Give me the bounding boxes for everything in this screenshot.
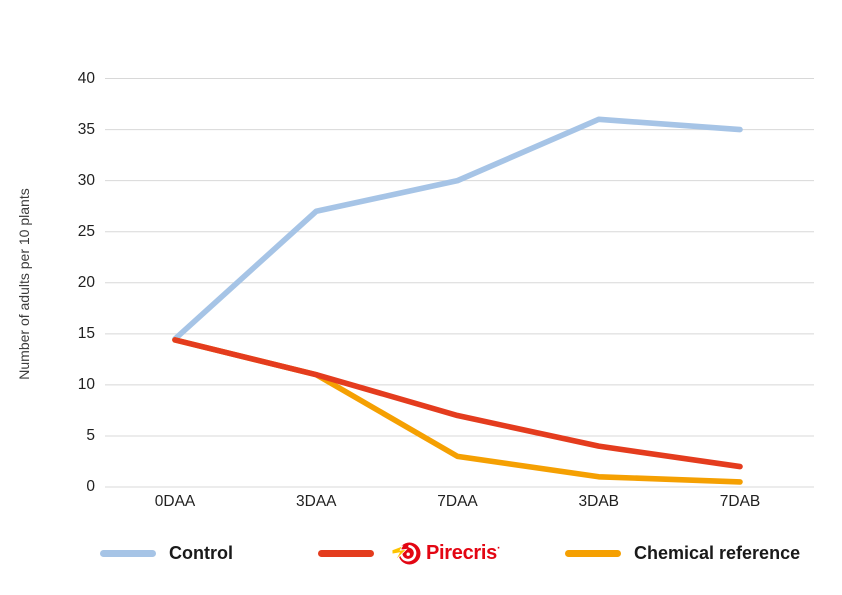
y-tick-label: 25 xyxy=(77,222,95,240)
y-tick-label: 35 xyxy=(77,120,95,138)
legend-label-chemical-reference: Chemical reference xyxy=(634,542,801,563)
y-tick-label: 40 xyxy=(77,69,95,87)
series-line-control xyxy=(172,116,743,342)
y-tick-label: 5 xyxy=(86,426,95,444)
series-line-pirecris xyxy=(172,337,743,470)
control-line-swatch xyxy=(100,549,156,557)
y-tick-label: 30 xyxy=(77,171,95,189)
legend-label-control: Control xyxy=(169,542,233,563)
legend-item-pirecris: Pirecris· xyxy=(318,538,501,568)
chemical-reference-line-swatch xyxy=(565,549,621,557)
y-tick-label: 15 xyxy=(77,324,95,342)
x-tick-label: 3DAB xyxy=(578,493,620,510)
y-tick-label: 10 xyxy=(77,375,95,393)
x-tick-label: 0DAA xyxy=(154,493,196,510)
registered-mark: · xyxy=(497,541,501,554)
x-tick-label: 7DAB xyxy=(719,493,761,510)
legend: Control Pirecris· Chemical reference xyxy=(0,538,842,570)
pirecris-line-swatch xyxy=(318,549,374,557)
y-axis-title: Number of adults per 10 plants xyxy=(16,188,32,380)
x-tick-label: 7DAA xyxy=(437,493,478,510)
pirecris-brand-label: Pirecris· xyxy=(426,541,501,564)
pirecris-logo-icon xyxy=(391,542,421,564)
y-tick-label: 0 xyxy=(86,478,95,495)
legend-item-control: Control xyxy=(100,538,233,568)
x-tick-label: 3DAA xyxy=(296,493,337,510)
legend-item-chemical-reference: Chemical reference xyxy=(565,538,800,568)
y-tick-label: 20 xyxy=(77,273,95,291)
